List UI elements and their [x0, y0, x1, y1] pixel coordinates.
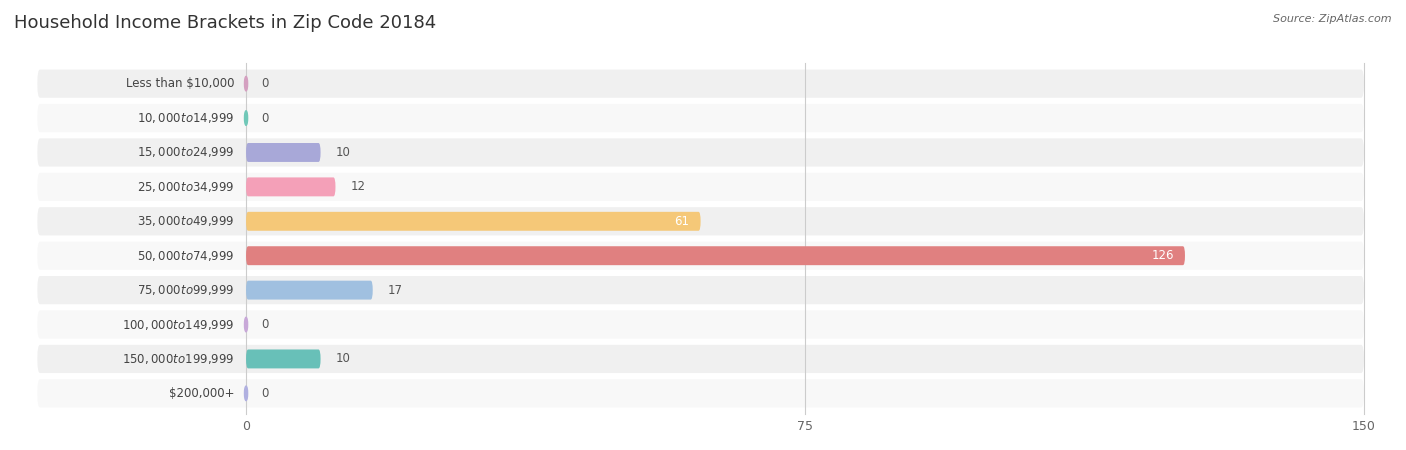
Text: 0: 0: [262, 387, 269, 400]
FancyBboxPatch shape: [38, 104, 1364, 132]
FancyBboxPatch shape: [246, 246, 1185, 265]
Text: $50,000 to $74,999: $50,000 to $74,999: [138, 249, 235, 263]
FancyBboxPatch shape: [38, 276, 1364, 304]
Text: $200,000+: $200,000+: [169, 387, 235, 400]
FancyBboxPatch shape: [246, 212, 700, 231]
Text: $75,000 to $99,999: $75,000 to $99,999: [138, 283, 235, 297]
FancyBboxPatch shape: [38, 138, 1364, 166]
Text: 0: 0: [262, 112, 269, 125]
FancyBboxPatch shape: [38, 310, 1364, 339]
FancyBboxPatch shape: [246, 350, 321, 369]
FancyBboxPatch shape: [246, 177, 336, 196]
Circle shape: [245, 386, 247, 400]
Text: Source: ZipAtlas.com: Source: ZipAtlas.com: [1274, 14, 1392, 23]
Text: 12: 12: [350, 180, 366, 194]
FancyBboxPatch shape: [38, 173, 1364, 201]
Text: Household Income Brackets in Zip Code 20184: Household Income Brackets in Zip Code 20…: [14, 14, 436, 32]
FancyBboxPatch shape: [38, 70, 1364, 98]
Text: 0: 0: [262, 77, 269, 90]
Text: $25,000 to $34,999: $25,000 to $34,999: [138, 180, 235, 194]
Text: 10: 10: [336, 146, 350, 159]
Circle shape: [245, 76, 247, 91]
Text: 17: 17: [388, 284, 402, 297]
FancyBboxPatch shape: [246, 143, 321, 162]
Text: $150,000 to $199,999: $150,000 to $199,999: [122, 352, 235, 366]
FancyBboxPatch shape: [38, 242, 1364, 270]
Text: 10: 10: [336, 352, 350, 365]
FancyBboxPatch shape: [38, 379, 1364, 407]
Circle shape: [245, 111, 247, 125]
Text: $35,000 to $49,999: $35,000 to $49,999: [138, 214, 235, 228]
Text: 61: 61: [675, 215, 689, 228]
Text: $10,000 to $14,999: $10,000 to $14,999: [138, 111, 235, 125]
Text: 126: 126: [1152, 249, 1174, 262]
FancyBboxPatch shape: [38, 345, 1364, 373]
Text: $15,000 to $24,999: $15,000 to $24,999: [138, 145, 235, 159]
FancyBboxPatch shape: [38, 207, 1364, 235]
Text: 0: 0: [262, 318, 269, 331]
Text: Less than $10,000: Less than $10,000: [127, 77, 235, 90]
Circle shape: [245, 317, 247, 332]
Text: $100,000 to $149,999: $100,000 to $149,999: [122, 318, 235, 332]
FancyBboxPatch shape: [246, 281, 373, 300]
